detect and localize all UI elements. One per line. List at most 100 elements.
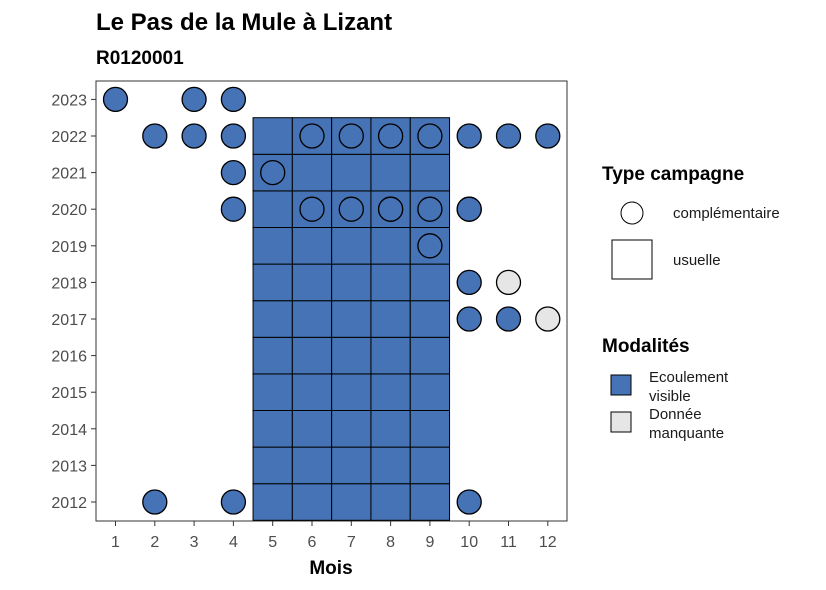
point-2022-4-5 xyxy=(220,123,247,149)
legend-label-ecoulement-line1: Ecoulement xyxy=(649,369,729,386)
tile-2012-9 xyxy=(409,483,451,521)
tile-2012-6 xyxy=(291,483,333,521)
legend-type-title: Type campagne xyxy=(602,164,744,185)
x-tick-label-6: 6 xyxy=(308,534,317,551)
tile-2021-7 xyxy=(331,153,372,192)
point-2023-3-1 xyxy=(181,86,207,113)
x-tick-label-2: 2 xyxy=(150,534,159,551)
x-tick-label-3: 3 xyxy=(190,534,199,551)
tile-2016-8 xyxy=(370,336,411,375)
tile-2018-6 xyxy=(291,263,333,302)
point-2020-6-16 xyxy=(299,196,325,222)
tile-2019-7 xyxy=(331,227,372,265)
tile-2021-8 xyxy=(370,153,411,192)
point-2017-12-28 xyxy=(535,306,561,332)
point-2020-10-22 xyxy=(456,196,482,222)
tile-2014-8 xyxy=(370,410,411,448)
tile-2017-5 xyxy=(252,300,293,338)
tile-2015-9 xyxy=(409,373,451,411)
tile-2012-8 xyxy=(370,483,411,521)
x-tick-label-7: 7 xyxy=(347,534,356,551)
tile-2013-5 xyxy=(252,446,293,485)
point-2012-2-29 xyxy=(142,489,168,515)
legend-square-swatch xyxy=(611,239,653,280)
tile-2016-9 xyxy=(409,336,451,375)
x-axis: 1 2 3 4 5 6 7 8 9 10 11 12 xyxy=(111,521,557,551)
complementaire-points xyxy=(102,86,561,515)
point-2018-10-24 xyxy=(456,269,482,296)
point-2020-4-15 xyxy=(220,196,247,222)
legend-modalite-title: Modalités xyxy=(602,336,690,357)
y-tick-label-2013: 2013 xyxy=(51,458,87,475)
x-tick-label-12: 12 xyxy=(539,534,557,551)
tile-2017-7 xyxy=(331,300,372,338)
point-2021-4-13 xyxy=(220,159,247,186)
tile-2017-8 xyxy=(370,300,411,338)
y-tick-label-2018: 2018 xyxy=(51,275,87,292)
chart-subtitle: R0120001 xyxy=(96,48,184,69)
x-tick-label-11: 11 xyxy=(500,534,517,551)
legend: Type campagne complémentaire usuelle Mod… xyxy=(602,164,780,442)
tile-2018-5 xyxy=(252,263,293,302)
point-2022-12-12 xyxy=(535,123,561,149)
tile-2019-6 xyxy=(291,227,333,265)
point-2018-11-25 xyxy=(495,269,522,296)
tile-2015-8 xyxy=(370,373,411,411)
tile-2018-7 xyxy=(331,263,372,302)
tile-2021-9 xyxy=(409,153,451,192)
point-2022-2-3 xyxy=(142,123,168,149)
y-tick-label-2020: 2020 xyxy=(51,202,87,219)
point-2020-7-17 xyxy=(338,196,364,222)
y-tick-label-2022: 2022 xyxy=(51,129,87,146)
point-2022-9-9 xyxy=(417,123,443,149)
point-2022-11-11 xyxy=(495,123,522,149)
tile-2015-7 xyxy=(331,373,372,411)
tile-2013-7 xyxy=(331,446,372,485)
legend-label-ecoulement-line2: visible xyxy=(649,388,691,405)
legend-swatch-ecoulement xyxy=(610,374,632,396)
y-tick-label-2016: 2016 xyxy=(51,349,87,366)
y-tick-label-2015: 2015 xyxy=(51,385,87,402)
usuelle-tiles xyxy=(252,117,451,521)
x-tick-label-4: 4 xyxy=(229,534,238,551)
point-2017-11-27 xyxy=(495,306,522,332)
tile-2018-9 xyxy=(409,263,451,302)
legend-label-usuelle: usuelle xyxy=(673,252,721,269)
legend-label-manquante-line2: manquante xyxy=(649,425,724,442)
chart-title: Le Pas de la Mule à Lizant xyxy=(96,9,392,36)
tile-2013-8 xyxy=(370,446,411,485)
legend-swatch-manquante xyxy=(610,411,632,433)
tile-2017-9 xyxy=(409,300,451,338)
tile-2016-7 xyxy=(331,336,372,375)
x-tick-label-5: 5 xyxy=(268,534,277,551)
tile-2013-6 xyxy=(291,446,333,485)
tile-2016-5 xyxy=(252,336,293,375)
y-tick-label-2019: 2019 xyxy=(51,239,87,256)
tile-2014-9 xyxy=(409,410,451,448)
x-tick-label-9: 9 xyxy=(425,534,434,551)
legend-label-complementaire: complémentaire xyxy=(673,205,780,222)
tile-2018-8 xyxy=(370,263,411,302)
tile-2020-5 xyxy=(252,190,293,228)
tile-2014-7 xyxy=(331,410,372,448)
tile-2014-6 xyxy=(291,410,333,448)
tile-2015-6 xyxy=(291,373,333,411)
point-2022-8-8 xyxy=(377,123,404,149)
x-tick-label-8: 8 xyxy=(386,534,395,551)
y-tick-label-2017: 2017 xyxy=(51,312,87,329)
point-2022-10-10 xyxy=(456,123,482,149)
point-2020-8-19 xyxy=(377,196,404,222)
tile-2022-5 xyxy=(252,117,293,155)
point-2022-6-6 xyxy=(299,123,325,149)
tile-2019-5 xyxy=(252,227,293,265)
point-2017-10-26 xyxy=(456,306,482,332)
y-tick-label-2023: 2023 xyxy=(51,92,87,109)
tile-2017-6 xyxy=(291,300,333,338)
point-2022-7-7 xyxy=(338,123,364,149)
point-2022-3-4 xyxy=(181,123,207,149)
y-tick-label-2012: 2012 xyxy=(51,495,87,512)
tile-2021-6 xyxy=(291,153,333,192)
tile-2013-9 xyxy=(409,446,451,485)
tile-2014-5 xyxy=(252,410,293,448)
